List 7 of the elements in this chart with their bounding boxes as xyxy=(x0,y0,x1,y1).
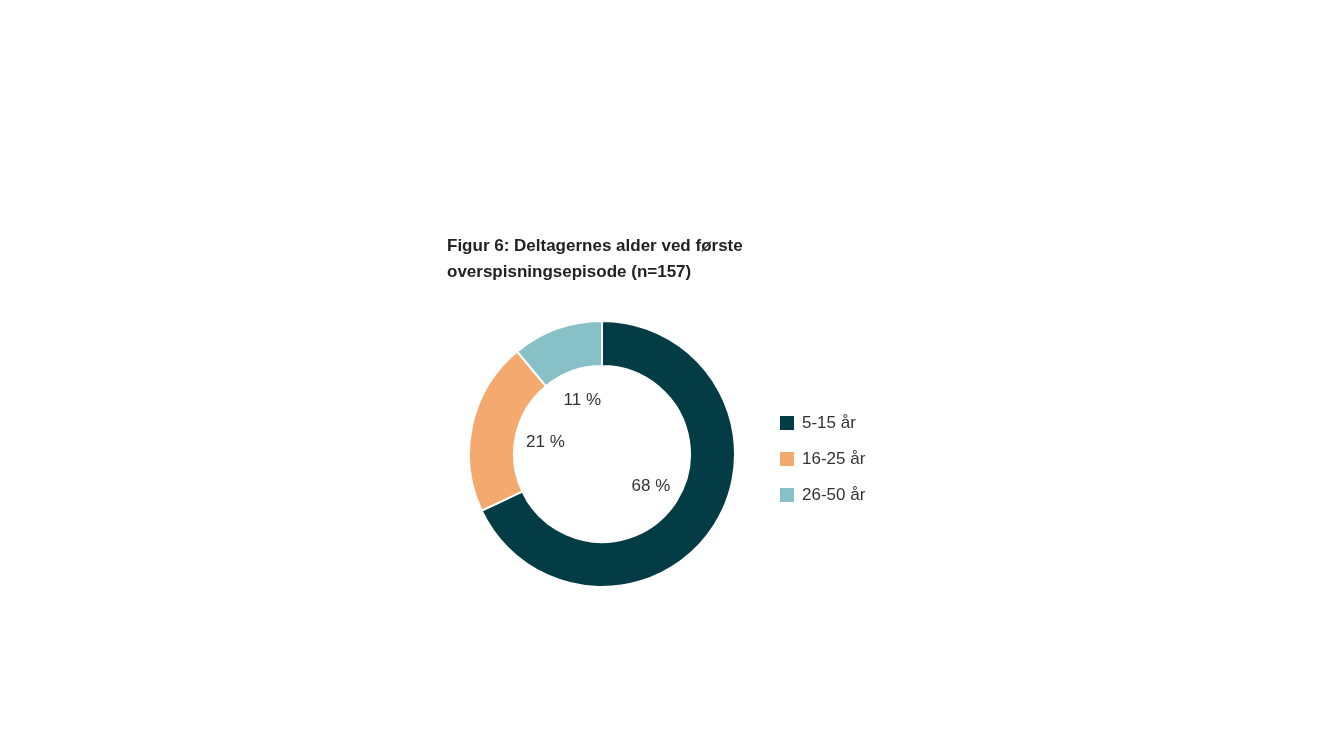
data-label: 68 % xyxy=(631,475,671,495)
data-label: 11 % xyxy=(563,389,602,409)
chart-title: Figur 6: Deltagernes alder ved første overspisningsepisode (n=157) xyxy=(447,235,744,283)
legend-label: 5-15 år xyxy=(802,413,856,433)
legend-label: 26-50 år xyxy=(802,485,866,505)
legend-label: 16-25 år xyxy=(802,449,866,469)
data-label: 21 % xyxy=(526,431,565,451)
